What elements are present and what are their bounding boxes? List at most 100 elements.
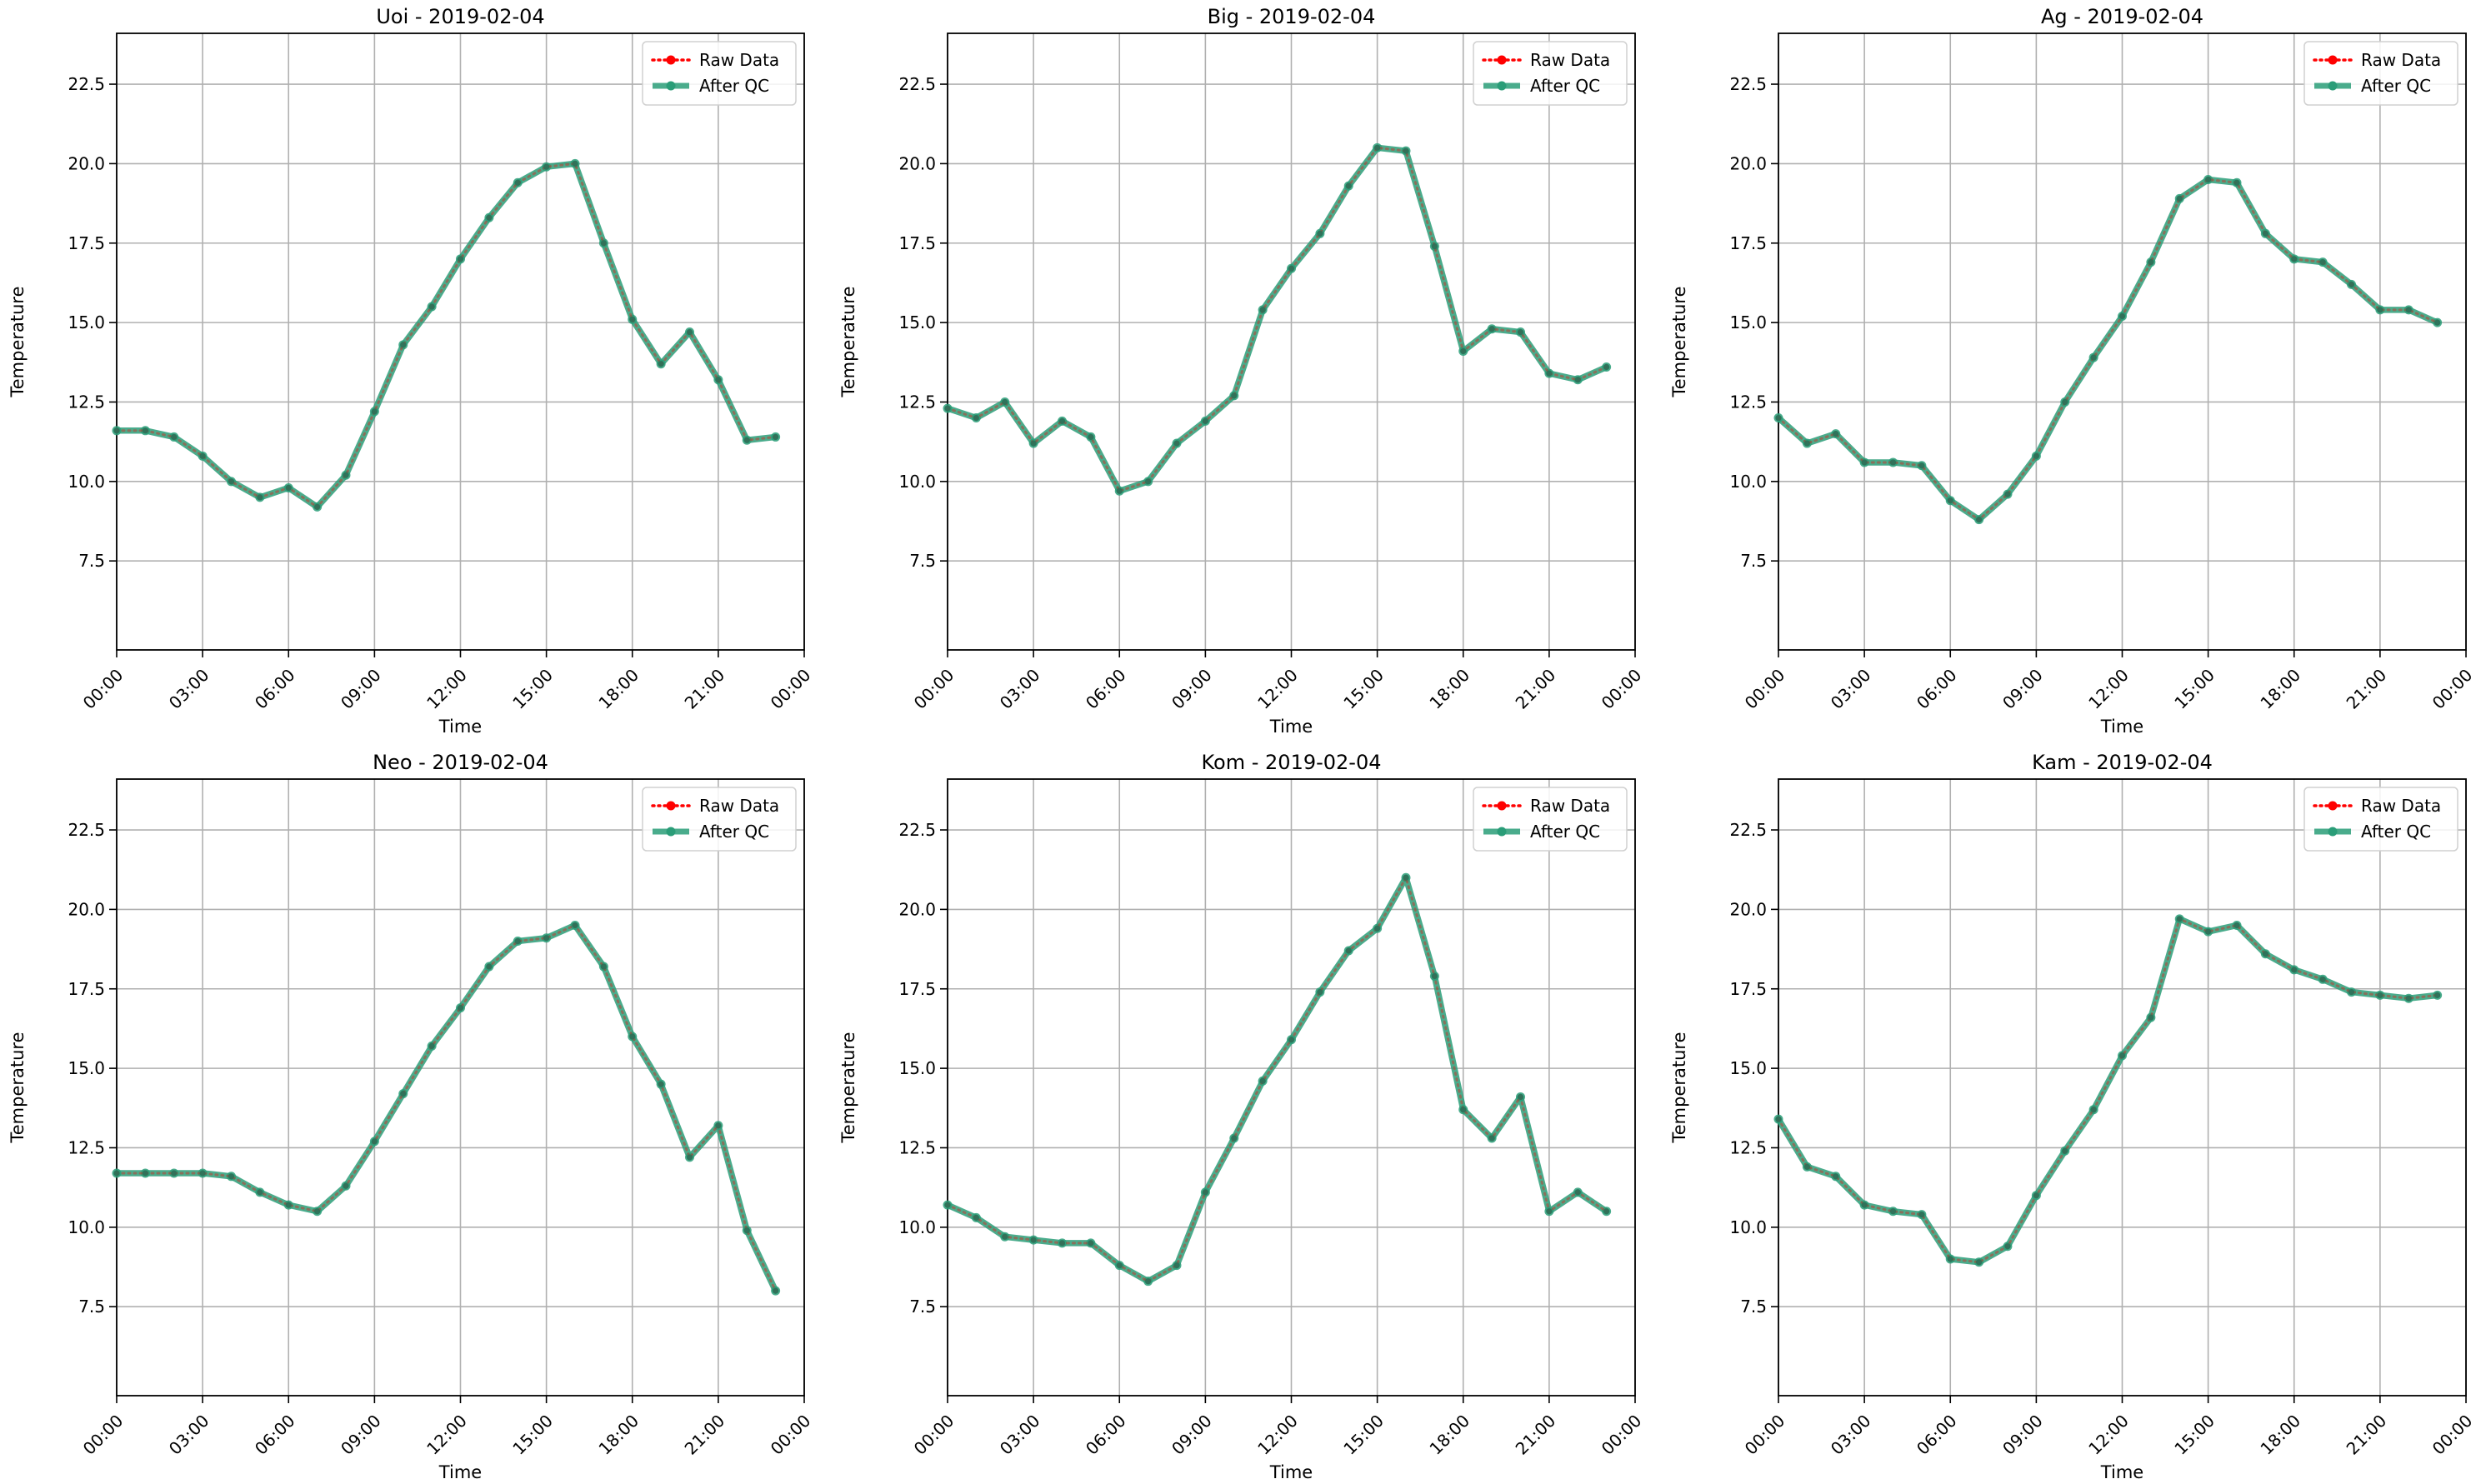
series-line-raw-data (1777, 177, 2439, 522)
raw-data-point (343, 1182, 349, 1189)
legend-marker-after-qc (666, 81, 676, 91)
y-tick-label: 17.5 (898, 979, 936, 999)
raw-data-point (2033, 1192, 2039, 1199)
legend-marker-raw-data (2328, 801, 2338, 811)
raw-data-point (600, 240, 607, 247)
raw-data-point (2233, 922, 2240, 929)
raw-data-point (371, 1138, 378, 1145)
x-axis-label: Time (1269, 717, 1313, 737)
y-tick-label: 22.5 (1729, 820, 1767, 840)
raw-data-point (1976, 517, 1983, 523)
raw-data-point (1775, 1116, 1782, 1122)
raw-data-point (371, 408, 378, 415)
raw-data-point (1202, 1189, 1208, 1196)
raw-data-point (343, 472, 349, 478)
raw-data-point (1259, 1077, 1266, 1084)
raw-data-point (285, 484, 292, 492)
raw-data-point (2062, 1147, 2068, 1154)
raw-data-point (1460, 347, 1467, 355)
raw-data-point (2348, 281, 2355, 287)
y-tick-label: 17.5 (898, 233, 936, 253)
raw-data-point (2176, 916, 2183, 922)
raw-data-point (1030, 440, 1037, 447)
raw-data-point (1889, 459, 1897, 466)
raw-data-point (1202, 417, 1208, 424)
axes-frame (116, 32, 805, 651)
y-tick-label: 22.5 (68, 74, 105, 94)
raw-data-point (1088, 1240, 1094, 1247)
raw-data-point (2262, 230, 2268, 237)
y-tick-label: 7.5 (1740, 1297, 1767, 1317)
y-tick-label: 12.5 (1729, 392, 1767, 412)
raw-data-point (2004, 491, 2011, 497)
raw-data-point (314, 503, 321, 510)
raw-data-point (686, 328, 693, 336)
raw-data-point (2319, 259, 2326, 266)
legend: Raw Data After QC (642, 41, 797, 106)
raw-data-point (1431, 242, 1438, 250)
raw-data-point (1403, 147, 1409, 154)
raw-data-point (428, 303, 435, 310)
series-line-raw-data (115, 923, 778, 1292)
legend-label-raw-data: Raw Data (699, 796, 779, 816)
raw-data-point (400, 1091, 407, 1097)
y-tick-label: 12.5 (1729, 1137, 1767, 1157)
raw-data-point (2405, 307, 2412, 313)
raw-data-point (973, 414, 979, 422)
chart-title: Ag - 2019-02-04 (2041, 5, 2203, 28)
raw-data-point (1603, 363, 1610, 371)
legend-box (642, 787, 797, 852)
series-line-raw-data (946, 874, 1608, 1283)
raw-data-point (1861, 1202, 1868, 1208)
y-axis-label: Temperature (8, 286, 28, 397)
raw-data-point (1546, 1208, 1553, 1215)
legend-label-after-qc: After QC (699, 822, 769, 842)
legend-marker-raw-data (2328, 55, 2338, 65)
raw-data-point (658, 1081, 664, 1087)
raw-data-point (743, 437, 750, 443)
raw-data-point (2377, 307, 2383, 313)
raw-data-point (1058, 1240, 1066, 1247)
raw-data-point (142, 1170, 148, 1177)
series-line-after-qc (1775, 176, 2441, 523)
legend-label-after-qc: After QC (1530, 822, 1600, 842)
y-tick-label: 7.5 (78, 551, 105, 571)
legend-marker-after-qc (2328, 827, 2338, 837)
raw-data-point (1317, 988, 1323, 996)
legend-marker-after-qc (1497, 81, 1507, 91)
x-axis-label: Time (438, 717, 482, 737)
raw-data-point (486, 214, 493, 221)
raw-data-point (1231, 392, 1238, 399)
y-tick-label: 10.0 (898, 1217, 936, 1237)
y-tick-label: 20.0 (1729, 153, 1767, 173)
y-tick-label: 10.0 (68, 1217, 105, 1237)
y-tick-label: 20.0 (898, 899, 936, 919)
y-tick-label: 17.5 (68, 979, 105, 999)
legend-label-after-qc: After QC (2361, 76, 2431, 96)
raw-data-point (1833, 431, 1839, 437)
raw-data-point (2118, 1052, 2126, 1059)
raw-data-point (1803, 1163, 1810, 1170)
legend-box (1473, 41, 1628, 106)
raw-data-point (1231, 1135, 1238, 1142)
y-tick-label: 10.0 (898, 472, 936, 492)
series-line-raw-data (946, 146, 1608, 493)
raw-data-point (2434, 319, 2441, 326)
raw-data-point (2148, 259, 2154, 266)
y-axis-label: Temperature (1669, 1032, 1689, 1143)
y-axis-label: Temperature (838, 1032, 858, 1143)
y-axis-label: Temperature (8, 1032, 28, 1143)
y-tick-label: 22.5 (898, 820, 936, 840)
raw-data-point (113, 1170, 120, 1177)
series-line-raw-data (115, 162, 778, 509)
raw-data-point (1173, 1262, 1180, 1269)
raw-data-point (2405, 995, 2412, 1002)
raw-data-point (715, 1122, 722, 1129)
raw-data-point (543, 163, 550, 170)
raw-data-point (2062, 398, 2068, 406)
raw-data-point (1002, 1233, 1008, 1240)
axes-frame (1778, 778, 2467, 1397)
raw-data-point (199, 1170, 206, 1177)
axes-frame (1778, 32, 2467, 651)
